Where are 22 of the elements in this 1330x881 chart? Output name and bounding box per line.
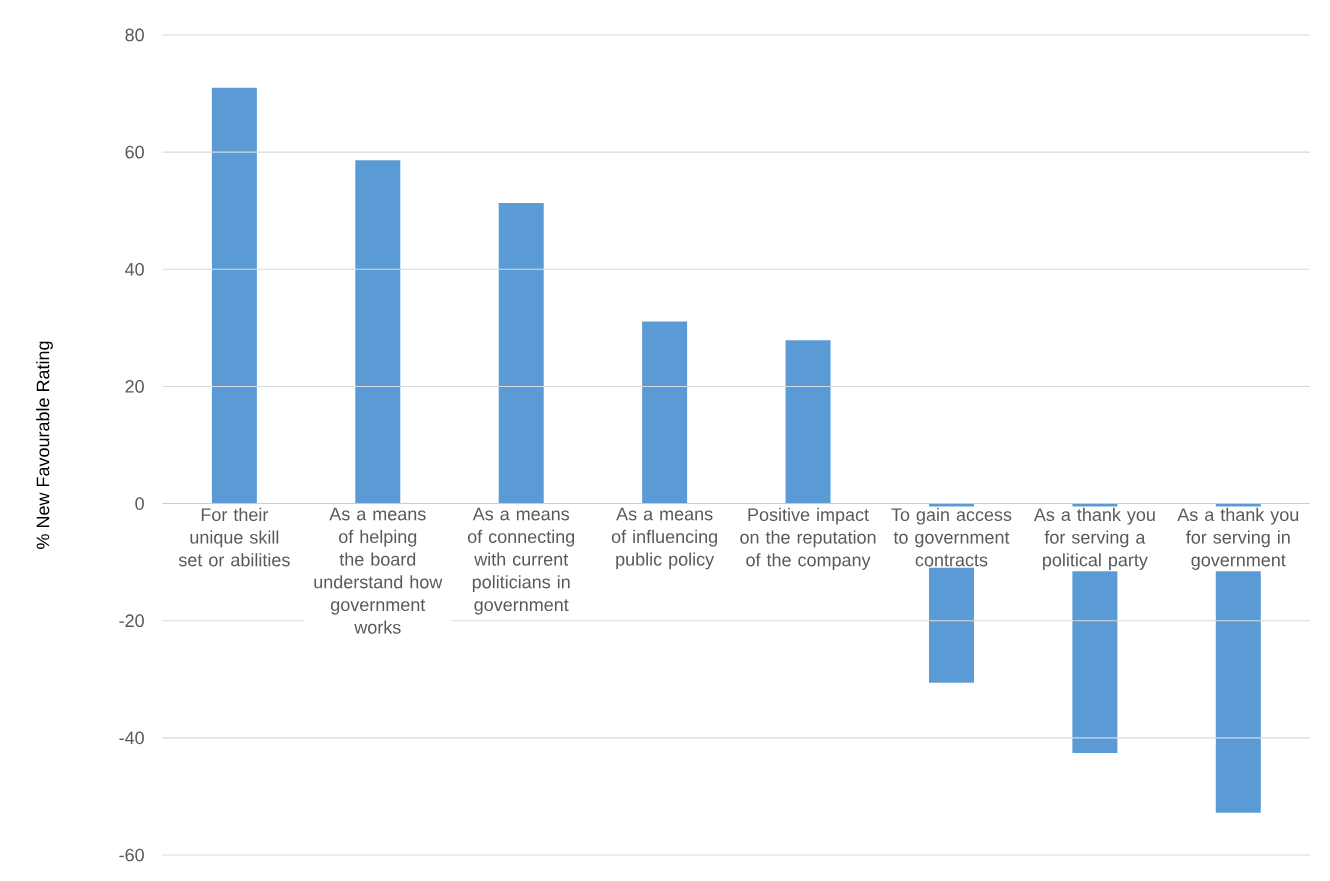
y-tick-label: 0 bbox=[135, 497, 144, 510]
bar bbox=[355, 160, 401, 504]
x-tick-label: As a means of helping the board understand how government works bbox=[314, 507, 443, 634]
x-tick-label: To gain access to government contracts bbox=[891, 507, 1012, 567]
y-tick-label: 20 bbox=[125, 380, 144, 393]
x-tick-label: Positive impact on the reputation of the company bbox=[740, 507, 876, 570]
bar bbox=[211, 87, 257, 504]
y-tick-label: 40 bbox=[125, 262, 144, 276]
y-tick-label: 80 bbox=[125, 28, 144, 42]
bar bbox=[642, 321, 688, 504]
y-tick-label: -40 bbox=[119, 731, 144, 745]
y-axis-title: % New Favourable Rating bbox=[36, 341, 53, 549]
x-tick-label: As a thank you for serving in government bbox=[1177, 507, 1299, 570]
y-tick-label: -20 bbox=[119, 614, 144, 628]
x-tick-label: For their unique skill set or abilities bbox=[178, 507, 290, 567]
x-tick-label: As a thank you for serving a political party bbox=[1033, 507, 1155, 570]
bar bbox=[785, 340, 831, 504]
x-tick-label: As a means of connecting with current politicians in government bbox=[467, 507, 575, 615]
x-tick-label: As a means of influencing public policy bbox=[611, 507, 717, 570]
y-tick-label: 60 bbox=[125, 145, 144, 159]
y-tick-label: -60 bbox=[119, 848, 144, 862]
bar bbox=[498, 203, 544, 504]
